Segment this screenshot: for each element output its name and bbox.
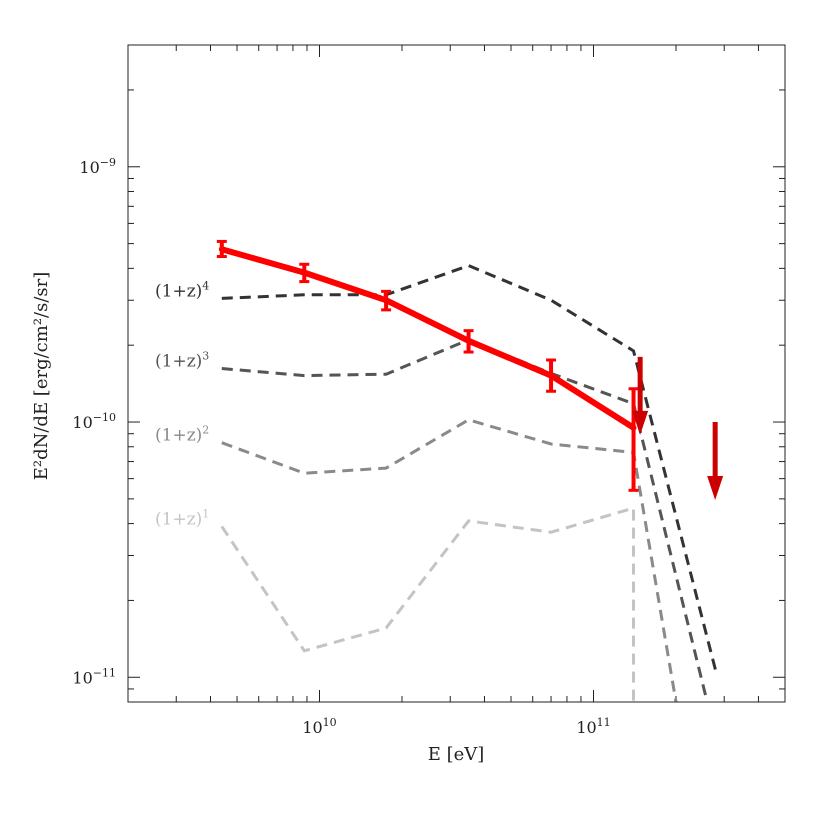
series-labels: (1+z)4 (1+z)3 (1+z)2 (1+z)1 [155, 279, 209, 529]
series-label-4: (1+z)4 [155, 279, 209, 301]
x-axis-label: E [eV] [428, 744, 485, 765]
upper-limit-arrowhead [632, 410, 649, 435]
axis-ticks [127, 45, 786, 703]
series-line-4 [221, 263, 718, 673]
series-label-1: (1+z)1 [155, 507, 209, 529]
y-tick-label: 10−10 [72, 411, 116, 432]
upper-limits [632, 356, 724, 501]
x-tick-label: 1011 [576, 716, 610, 737]
y-axis-label: E²dN/dE [erg/cm²/s/sr] [31, 272, 52, 481]
plot-frame [127, 44, 786, 703]
y-tick-label: 10−11 [72, 666, 116, 687]
y-tick-label: 10−9 [79, 156, 116, 177]
measured-series [216, 239, 639, 492]
upper-limit-arrowhead [707, 476, 724, 501]
x-tick-label: 1010 [302, 716, 336, 737]
measured-point [548, 372, 555, 379]
measured-point [301, 269, 308, 276]
series-label-3: (1+z)3 [155, 350, 209, 372]
series-line-1 [220, 506, 635, 702]
measured-line [220, 246, 636, 431]
measured-point [630, 424, 637, 431]
series-label-2: (1+z)2 [155, 424, 209, 446]
measured-point [465, 337, 472, 344]
measured-point [383, 297, 390, 304]
tick-labels: 1010 1011 10−9 10−10 10−11 [72, 156, 610, 737]
measured-point [218, 246, 225, 253]
